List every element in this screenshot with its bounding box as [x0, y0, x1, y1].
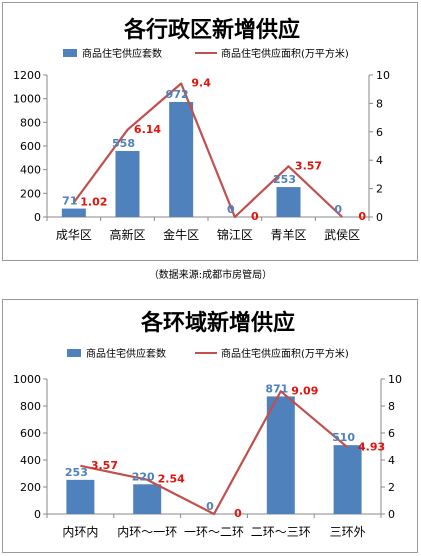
bar [61, 208, 86, 217]
line-data-label: 2.54 [158, 473, 185, 486]
bar [66, 479, 95, 514]
right-axis-tick-label: 4 [388, 454, 395, 467]
line-data-label: 4.93 [358, 440, 385, 453]
bar [133, 484, 162, 514]
right-axis-tick-label: 6 [376, 126, 383, 139]
left-axis-tick-label: 400 [20, 454, 41, 467]
bar-data-label: 871 [265, 382, 288, 395]
left-axis-tick-label: 600 [20, 427, 41, 440]
bar [169, 101, 194, 217]
legend-label-bar: 商品住宅供应套数 [82, 47, 162, 60]
left-axis-tick-label: 600 [20, 140, 41, 153]
x-axis-category-label: 内环～一环 [117, 525, 177, 539]
line-data-label: 1.02 [80, 196, 107, 209]
left-axis-tick-label: 1000 [13, 93, 41, 106]
line-series-path [80, 390, 349, 516]
legend-swatch-bar [63, 49, 77, 57]
right-axis-tick-label: 0 [388, 508, 395, 521]
right-axis-tick-label: 2 [376, 183, 383, 196]
line-series-path [72, 82, 343, 219]
x-axis-category-label: 青羊区 [270, 227, 306, 242]
x-axis-category-label: 三环外 [330, 525, 366, 539]
legend-label-line: 商品住宅供应面积(万平方米) [221, 347, 349, 360]
bar-data-label: 71 [62, 195, 77, 208]
bar-data-label: 558 [112, 137, 135, 150]
x-axis-category-label: 二环～三环 [251, 525, 311, 539]
left-axis-tick-label: 800 [20, 400, 41, 413]
legend-label-line: 商品住宅供应面积(万平方米) [221, 47, 349, 60]
right-axis-tick-label: 6 [388, 427, 395, 440]
right-axis-tick-label: 4 [376, 154, 383, 167]
left-axis-tick-label: 200 [20, 187, 41, 200]
legend-swatch-bar [67, 349, 81, 357]
line-data-label: 9.09 [291, 384, 318, 397]
x-axis-category-label: 武侯区 [324, 228, 360, 242]
bar [115, 150, 140, 217]
bar-data-label: 0 [206, 500, 214, 513]
bar-data-label: 972 [166, 88, 189, 101]
right-axis-tick-label: 10 [376, 69, 390, 82]
bar-data-label: 510 [332, 431, 355, 444]
chart-title: 各环域新增供应 [140, 310, 295, 336]
bar [266, 396, 295, 514]
left-axis-tick-label: 400 [20, 164, 41, 177]
bar-data-label: 0 [227, 203, 235, 216]
x-axis-category-label: 金牛区 [163, 227, 199, 242]
chart-district: 各行政区新增供应 商品住宅供应套数 商品住宅供应面积(万平方米) 0 200 400 600… [2, 2, 418, 261]
chart-title: 各行政区新增供应 [123, 17, 300, 43]
x-axis-category-label: 锦江区 [217, 228, 253, 242]
x-axis-category-label: 内环内 [62, 525, 98, 539]
right-axis-tick-label: 2 [388, 481, 395, 494]
bar [333, 445, 362, 514]
right-axis-tick-label: 10 [388, 373, 402, 386]
line-data-label: 0 [251, 210, 259, 223]
source-note: （数据来源:成都市房管局） [148, 270, 273, 281]
left-axis-tick-label: 0 [34, 211, 41, 224]
legend-label-bar: 商品住宅供应套数 [86, 347, 166, 360]
right-axis-tick-label: 8 [376, 97, 383, 110]
line-data-label: 6.14 [134, 123, 161, 136]
left-axis-tick-label: 200 [20, 481, 41, 494]
line-data-label: 3.57 [91, 459, 118, 472]
bar [276, 187, 301, 217]
bar-data-label: 220 [132, 470, 155, 483]
left-axis-tick-label: 1000 [13, 373, 41, 386]
right-axis-tick-label: 8 [388, 400, 395, 413]
chart-ring: 各环域新增供应 商品住宅供应套数 商品住宅供应面积(万平方米) 0 200 400 600 8… [2, 299, 418, 553]
line-data-label: 0 [234, 507, 242, 520]
left-axis-tick-label: 0 [34, 508, 41, 521]
x-axis-category-label: 成华区 [56, 228, 92, 242]
right-axis-tick-label: 0 [376, 211, 383, 224]
x-axis-category-label: 一环～二环 [184, 525, 244, 539]
x-axis-category-label: 高新区 [109, 227, 145, 242]
line-data-label: 9.4 [191, 77, 211, 90]
line-data-label: 3.57 [295, 159, 322, 172]
bar-data-label: 253 [65, 466, 88, 479]
line-data-label: 0 [358, 210, 366, 223]
bar-data-label: 0 [334, 203, 342, 216]
bar-data-label: 253 [273, 173, 296, 186]
left-axis-tick-label: 800 [20, 116, 41, 129]
left-axis-tick-label: 1200 [13, 69, 41, 82]
